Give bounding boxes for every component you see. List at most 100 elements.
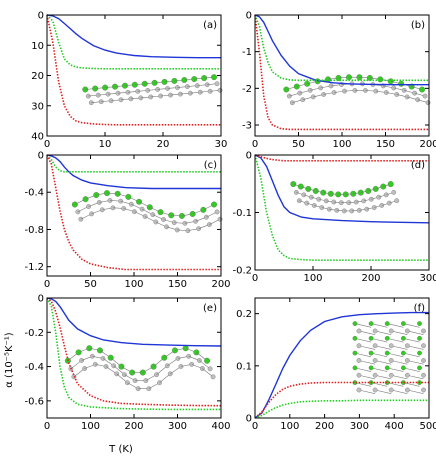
bond [354, 323, 372, 328]
atom [388, 358, 394, 363]
bond [354, 352, 372, 358]
x-tick-label: 100 [280, 421, 299, 432]
atom [125, 380, 130, 386]
y-tick-label: -1.2 [24, 262, 44, 273]
bond [407, 330, 424, 335]
nanoribbon-inset [283, 74, 431, 106]
bond [403, 367, 420, 372]
x-tick-label: 0 [44, 279, 50, 290]
plot-frame [46, 297, 222, 419]
atom [316, 196, 322, 202]
y-tick-label: -1 [242, 47, 252, 58]
atom [372, 343, 378, 349]
x-tick-label: 0 [252, 421, 258, 432]
bond [358, 345, 376, 350]
bond [407, 360, 424, 365]
y-tick-label: 0 [38, 294, 44, 305]
bond [358, 360, 376, 365]
atom [419, 86, 425, 93]
atom [421, 343, 426, 349]
atom [308, 194, 314, 200]
series-line-red [46, 297, 222, 407]
atom [217, 87, 223, 93]
bond [371, 367, 388, 372]
atom [356, 372, 362, 378]
atom [86, 345, 93, 352]
series-line-red [254, 381, 429, 419]
series-line-red [46, 14, 221, 126]
bond [403, 323, 420, 328]
x-tick-label: 200 [361, 273, 380, 284]
atom [214, 81, 220, 87]
atom [405, 328, 410, 334]
atom [204, 357, 211, 364]
panel-label: (e) [203, 303, 217, 314]
atom [384, 321, 390, 326]
y-tick-label: 0.2 [236, 309, 252, 320]
y-tick-label: 40 [31, 132, 44, 143]
x-tick-label: 20 [157, 139, 170, 150]
panel-3: 0 100 200 300 0 -0.1 -0.2 (d) [232, 151, 436, 285]
atom [401, 365, 406, 371]
atom [319, 205, 325, 210]
atom [368, 350, 374, 356]
panel-0: 0 10 20 30 0 10 20 30 40 (a) [31, 11, 227, 151]
atom [401, 87, 407, 93]
x-tick-label: 400 [385, 421, 404, 432]
atom [289, 100, 295, 106]
bond [371, 323, 388, 328]
nanoribbon-inset [71, 190, 223, 233]
atom [217, 216, 223, 222]
series-line-green [46, 154, 221, 173]
x-tick-label: 0 [252, 273, 258, 284]
plot-frame [254, 14, 430, 137]
y-tick-label: -0.4 [24, 188, 44, 199]
y-tick-label: 20 [31, 71, 44, 82]
atom [384, 365, 390, 371]
y-tick-label: -0.8 [24, 225, 44, 236]
y-tick-label: -0.6 [24, 396, 44, 407]
bond [403, 338, 420, 343]
series-line-red [254, 14, 429, 131]
x-tick-label: 300 [350, 421, 369, 432]
bond [354, 367, 372, 372]
atom [307, 87, 313, 93]
bond [391, 374, 408, 380]
y-tick-label: 0 [38, 151, 44, 162]
atom [417, 350, 422, 356]
atom [421, 387, 426, 393]
atom [388, 372, 394, 378]
atom [412, 90, 417, 96]
bond [358, 374, 376, 380]
bond [407, 345, 424, 350]
series-line-green [254, 14, 429, 82]
bond [371, 352, 388, 358]
y-tick-label: 10 [31, 41, 44, 52]
atom [296, 198, 302, 204]
atom [405, 343, 410, 349]
atom [207, 366, 213, 372]
bond [354, 382, 372, 387]
x-tick-label: 300 [168, 421, 187, 432]
bond [387, 338, 404, 343]
atom [421, 358, 426, 363]
x-tick-label: 50 [292, 139, 305, 150]
atom [293, 190, 299, 195]
series-line-green [46, 297, 221, 411]
bond [375, 330, 392, 335]
atom [417, 336, 422, 341]
atom [368, 336, 374, 341]
atom [286, 93, 292, 99]
atom [310, 94, 316, 100]
nanotube-inset [352, 321, 426, 394]
atom [405, 358, 410, 363]
atom [391, 85, 397, 91]
y-tick-label: -0.2 [24, 328, 44, 339]
bond [407, 389, 424, 394]
series-line-red [254, 154, 429, 162]
atom [417, 321, 422, 326]
nanoribbon-inset [290, 181, 400, 214]
y-tick-label: -3 [242, 121, 252, 132]
atom [311, 203, 317, 208]
